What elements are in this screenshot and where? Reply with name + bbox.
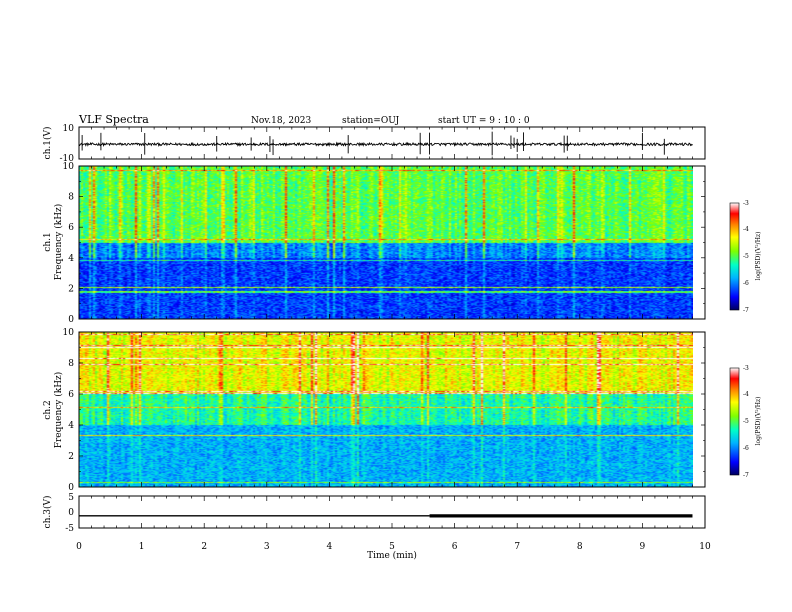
ch2-spectrogram-panel: 0 2 4 6 8 10 ch.2 Frequency (kHz) <box>43 328 706 493</box>
ch1-spectrogram-image <box>79 166 693 319</box>
freq-tick-label: 0 <box>68 483 74 493</box>
time-tick-label: 7 <box>514 542 520 552</box>
ch1-colorbar-label: log(PSD)(V²/Hz) <box>755 232 762 281</box>
freq-tick-label: 4 <box>68 254 74 264</box>
time-tick-label: 3 <box>264 542 270 552</box>
ch1-spectrogram-ylabel-top: ch.1 <box>43 232 53 251</box>
time-axis-label: Time (min) <box>367 550 417 561</box>
figure-title: VLF Spectra <box>78 113 149 126</box>
time-tick-label: 8 <box>577 542 583 552</box>
ch3-waveform-panel: 5 0 -5 ch.3(V) 0 1 2 3 4 5 6 7 8 9 10 Time (min) <box>42 493 711 561</box>
freq-tick-label: 6 <box>68 390 74 400</box>
header-date: Nov.18, 2023 <box>251 116 312 126</box>
ch1-cbtick-0: -3 <box>743 200 749 207</box>
ch1-colorbar: -3 -4 -5 -6 -7 log(PSD)(V²/Hz) <box>729 200 762 314</box>
time-tick-label: 5 <box>389 542 395 552</box>
ch1-cbtick-2: -5 <box>743 253 749 260</box>
time-tick-label: 9 <box>640 542 646 552</box>
ch1-spectrogram-panel: 0 2 4 6 8 10 ch.1 Frequency (kHz) <box>43 162 706 325</box>
ch1-waveform-ylabel: ch.1(V) <box>42 127 53 160</box>
ch3-ytick-mid: 0 <box>68 508 74 518</box>
ch1-spectrogram-ylabel-bottom: Frequency (kHz) <box>53 204 64 281</box>
freq-tick-label: 10 <box>63 328 75 338</box>
ch1-colorbar-scale <box>730 203 739 310</box>
ch1-cbtick-1: -4 <box>743 226 749 233</box>
freq-tick-label: 6 <box>68 223 74 233</box>
time-tick-label: 4 <box>327 542 333 552</box>
time-tick-label: 6 <box>452 542 458 552</box>
ch2-cbtick-2: -5 <box>743 418 749 425</box>
ch2-cbtick-3: -6 <box>743 445 749 452</box>
ch3-waveform-ylabel: ch.3(V) <box>42 496 53 529</box>
ch1-colorbar-frame <box>729 202 740 311</box>
freq-tick-label: 4 <box>68 421 74 431</box>
ch2-spectrogram-ylabel-bottom: Frequency (kHz) <box>53 372 64 449</box>
time-tick-label: 0 <box>76 542 82 552</box>
time-axis-ticks: 0 1 2 3 4 5 6 7 8 9 10 <box>76 542 711 552</box>
ch1-spectrogram-yticks: 0 2 4 6 8 10 <box>63 162 705 325</box>
freq-tick-label: 2 <box>68 452 74 462</box>
time-tick-label: 1 <box>139 542 145 552</box>
ch3-ytick-bottom: -5 <box>65 524 74 534</box>
header-start-time: start UT = 9 : 10 : 0 <box>438 116 530 126</box>
freq-tick-label: 10 <box>63 162 75 172</box>
ch2-colorbar: -3 -4 -5 -6 -7 log(PSD)(V²/Hz) <box>729 365 762 479</box>
freq-tick-label: 8 <box>68 193 74 203</box>
ch2-colorbar-scale <box>730 368 739 475</box>
ch1-cbtick-4: -7 <box>743 307 749 314</box>
freq-tick-label: 2 <box>68 284 74 294</box>
ch2-spectrogram-image <box>79 332 693 487</box>
ch2-cbtick-4: -7 <box>743 472 749 479</box>
freq-tick-label: 8 <box>68 359 74 369</box>
ch1-waveform-trace <box>78 131 693 156</box>
ch1-ytick-top: 10 <box>63 124 75 134</box>
freq-tick-label: 0 <box>68 315 74 325</box>
panel-x-tick-marks <box>78 127 706 528</box>
ch2-cbtick-0: -3 <box>743 365 749 372</box>
ch2-colorbar-label: log(PSD)(V²/Hz) <box>755 397 762 446</box>
ch1-ytick-bottom: -10 <box>60 154 75 164</box>
ch2-spectrogram-yticks: 0 2 4 6 8 10 <box>63 328 705 493</box>
header-station: station=OUJ <box>342 116 400 126</box>
ch1-waveform-line <box>78 141 693 148</box>
ch1-cbtick-3: -6 <box>743 280 749 287</box>
ch2-colorbar-frame <box>729 367 740 476</box>
time-tick-label: 2 <box>201 542 207 552</box>
time-tick-label: 10 <box>699 542 711 552</box>
ch2-cbtick-1: -4 <box>743 391 749 398</box>
ch2-spectrogram-ylabel-top: ch.2 <box>43 400 53 419</box>
ch3-ytick-top: 5 <box>68 493 74 503</box>
